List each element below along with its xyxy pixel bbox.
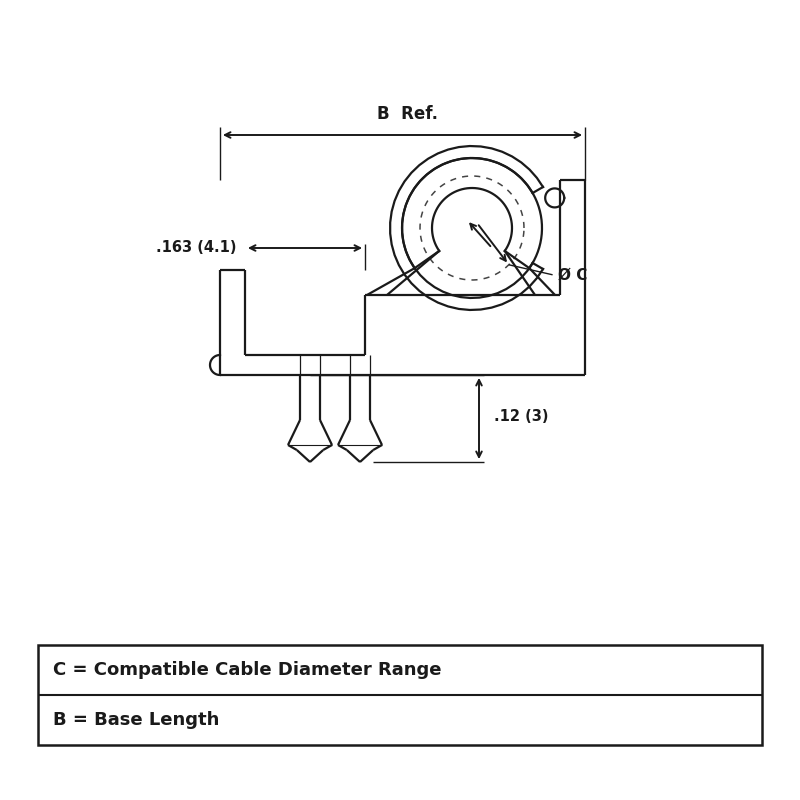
Text: B  Ref.: B Ref. [377,105,438,123]
Text: .163 (4.1): .163 (4.1) [157,241,237,255]
Text: C = Compatible Cable Diameter Range: C = Compatible Cable Diameter Range [53,661,442,679]
Text: Ø C: Ø C [558,267,587,282]
Text: .12 (3): .12 (3) [494,409,549,424]
Bar [38,645,762,745]
Text: B = Base Length: B = Base Length [53,711,219,729]
